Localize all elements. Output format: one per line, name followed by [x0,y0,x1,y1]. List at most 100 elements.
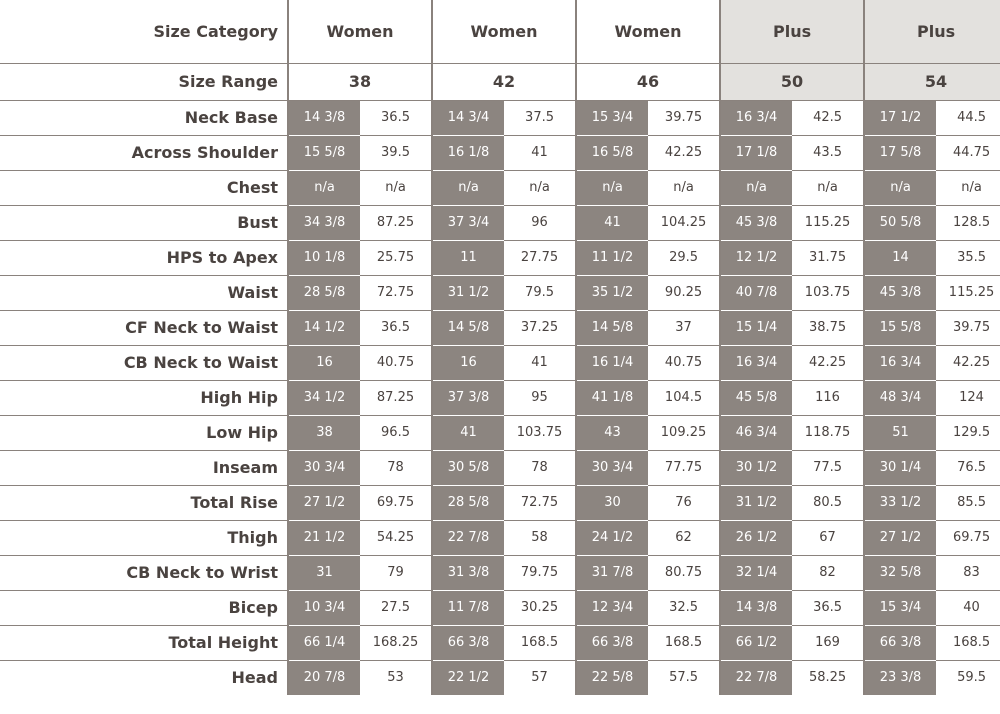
size-category-header: Plus [720,0,866,64]
table-row: Head 20 7/8 53 22 1/2 57 22 5/8 57.5 22 7/8 58.2… [0,660,1000,695]
cm-value-cell: 104.5 [648,380,722,416]
cm-value-cell: 57.5 [648,660,722,695]
size-range-label: Size Range [0,63,289,101]
size-category-row: Size Category Women Women Women Plus Plu… [0,0,1000,64]
measurement-label: Bust [0,205,289,241]
cm-value-cell: 128.5 [936,205,1000,241]
inch-value-cell: 31 [288,555,360,591]
measurement-label: Bicep [0,590,289,626]
inch-value-cell: 10 3/4 [288,590,360,626]
inch-value-cell: 30 3/4 [288,450,360,486]
cm-value-cell: 40 [936,590,1000,626]
inch-value-cell: 17 5/8 [864,135,937,171]
inch-value-cell: 32 5/8 [864,555,937,591]
cm-value-cell: 95 [504,380,578,416]
cm-value-cell: 85.5 [936,485,1000,521]
cm-value-cell: 43.5 [792,135,866,171]
inch-value-cell: 45 3/8 [864,275,937,311]
cm-value-cell: 77.75 [648,450,722,486]
cm-value-cell: 168.25 [360,625,434,661]
cm-value-cell: 115.25 [936,275,1000,311]
cm-value-cell: 38.75 [792,310,866,346]
inch-value-cell: 14 3/8 [720,590,793,626]
table-row: CB Neck to Waist 16 40.75 16 41 16 1/4 40.75 16… [0,345,1000,381]
measurement-label: Chest [0,170,289,206]
inch-value-cell: 16 3/4 [864,345,937,381]
cm-value-cell: 87.25 [360,380,434,416]
inch-value-cell: 22 5/8 [576,660,649,695]
inch-value-cell: 46 3/4 [720,415,793,451]
inch-value-cell: 16 1/4 [576,345,649,381]
cm-value-cell: n/a [936,170,1000,206]
cm-value-cell: 116 [792,380,866,416]
table-row: High Hip 34 1/2 87.25 37 3/8 95 41 1/8 104.5 45… [0,380,1000,416]
inch-value-cell: 26 1/2 [720,520,793,556]
cm-value-cell: n/a [648,170,722,206]
cm-value-cell: 59.5 [936,660,1000,695]
cm-value-cell: 168.5 [648,625,722,661]
cm-value-cell: 39.5 [360,135,434,171]
inch-value-cell: 11 [432,240,505,276]
cm-value-cell: 42.25 [936,345,1000,381]
inch-value-cell: 16 1/8 [432,135,505,171]
inch-value-cell: 16 3/4 [720,345,793,381]
table-row: Waist 28 5/8 72.75 31 1/2 79.5 35 1/2 90.25 40 … [0,275,1000,311]
cm-value-cell: 44.75 [936,135,1000,171]
inch-value-cell: 37 3/8 [432,380,505,416]
cm-value-cell: n/a [360,170,434,206]
size-category-header: Women [576,0,722,64]
inch-value-cell: 15 3/4 [576,100,649,136]
cm-value-cell: 129.5 [936,415,1000,451]
cm-value-cell: 76 [648,485,722,521]
table-row: Inseam 30 3/4 78 30 5/8 78 30 3/4 77.75 30 1/2 7… [0,450,1000,486]
size-category-header: Plus [864,0,1000,64]
cm-value-cell: 80.5 [792,485,866,521]
cm-value-cell: 169 [792,625,866,661]
size-range-row: Size Range 38 42 46 50 54 [0,63,1000,101]
inch-value-cell: 51 [864,415,937,451]
size-range-header: 46 [576,63,722,101]
table-row: Across Shoulder 15 5/8 39.5 16 1/8 41 16 5/8 4… [0,135,1000,171]
cm-value-cell: 77.5 [792,450,866,486]
inch-value-cell: 66 3/8 [576,625,649,661]
inch-value-cell: 35 1/2 [576,275,649,311]
cm-value-cell: 37.25 [504,310,578,346]
cm-value-cell: 37 [648,310,722,346]
cm-value-cell: 42.5 [792,100,866,136]
cm-value-cell: 72.75 [504,485,578,521]
cm-value-cell: 124 [936,380,1000,416]
cm-value-cell: 67 [792,520,866,556]
inch-value-cell: 66 3/8 [864,625,937,661]
cm-value-cell: 83 [936,555,1000,591]
inch-value-cell: n/a [288,170,360,206]
cm-value-cell: 79.5 [504,275,578,311]
cm-value-cell: 30.25 [504,590,578,626]
inch-value-cell: 14 5/8 [432,310,505,346]
inch-value-cell: 28 5/8 [432,485,505,521]
inch-value-cell: n/a [432,170,505,206]
size-category-header: Women [288,0,434,64]
inch-value-cell: 30 [576,485,649,521]
cm-value-cell: 40.75 [648,345,722,381]
inch-value-cell: 27 1/2 [288,485,360,521]
inch-value-cell: 45 3/8 [720,205,793,241]
measurement-label: Head [0,660,289,695]
inch-value-cell: 41 [576,205,649,241]
inch-value-cell: 43 [576,415,649,451]
inch-value-cell: 16 3/4 [720,100,793,136]
table-row: HPS to Apex 10 1/8 25.75 11 27.75 11 1/2 29.5 1… [0,240,1000,276]
inch-value-cell: 31 1/2 [720,485,793,521]
cm-value-cell: 104.25 [648,205,722,241]
inch-value-cell: 45 5/8 [720,380,793,416]
inch-value-cell: 30 1/4 [864,450,937,486]
inch-value-cell: 12 1/2 [720,240,793,276]
cm-value-cell: 118.75 [792,415,866,451]
measurement-label: Inseam [0,450,289,486]
inch-value-cell: 17 1/8 [720,135,793,171]
inch-value-cell: 27 1/2 [864,520,937,556]
cm-value-cell: 79 [360,555,434,591]
size-range-header: 54 [864,63,1000,101]
inch-value-cell: 14 5/8 [576,310,649,346]
inch-value-cell: 20 7/8 [288,660,360,695]
cm-value-cell: 76.5 [936,450,1000,486]
